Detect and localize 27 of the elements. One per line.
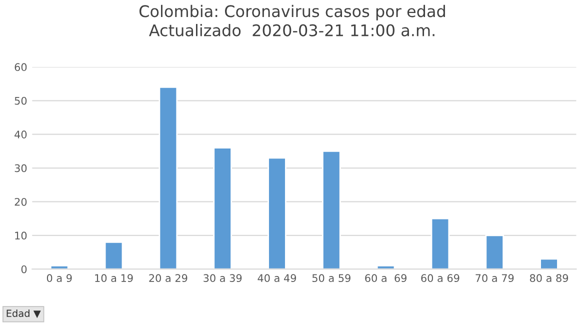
x-tick-label: 10 a 19	[95, 274, 133, 282]
y-tick-label: 40	[14, 130, 27, 138]
text: Edad ▼	[6, 309, 41, 318]
bar	[104, 241, 124, 270]
bar	[430, 218, 450, 270]
y-tick-label: 30	[14, 164, 27, 172]
bar	[322, 150, 341, 270]
x-tick-label: 70 a 79	[476, 274, 514, 282]
bar	[158, 86, 178, 270]
x-tick-label: 0 a 9	[46, 274, 72, 282]
bar	[268, 157, 286, 270]
x-tick-label: 50 a 59	[312, 274, 350, 282]
y-tick-label: 20	[14, 198, 27, 206]
x-tick-label: 60 a 69	[365, 274, 406, 282]
y-tick-label: 50	[14, 96, 27, 105]
x-tick-label: 20 a 29	[149, 274, 188, 282]
x-tick-label: 40 a 49	[258, 274, 296, 282]
x-tick-label: 80 a 89	[530, 274, 568, 282]
x-tick-label: 60 a 69	[421, 274, 460, 282]
bar	[485, 234, 504, 270]
y-tick-label: 0	[21, 265, 27, 274]
y-tick-label: 10	[15, 232, 27, 240]
x-tick-label: 30 a 39	[204, 274, 242, 282]
y-tick-label: 60	[14, 63, 27, 72]
bar	[540, 258, 558, 270]
chart-title: Colombia: Coronavirus casos por edad Actualizado 2020-03-21 11:00 a.m.	[139, 4, 445, 36]
bar	[213, 147, 232, 270]
